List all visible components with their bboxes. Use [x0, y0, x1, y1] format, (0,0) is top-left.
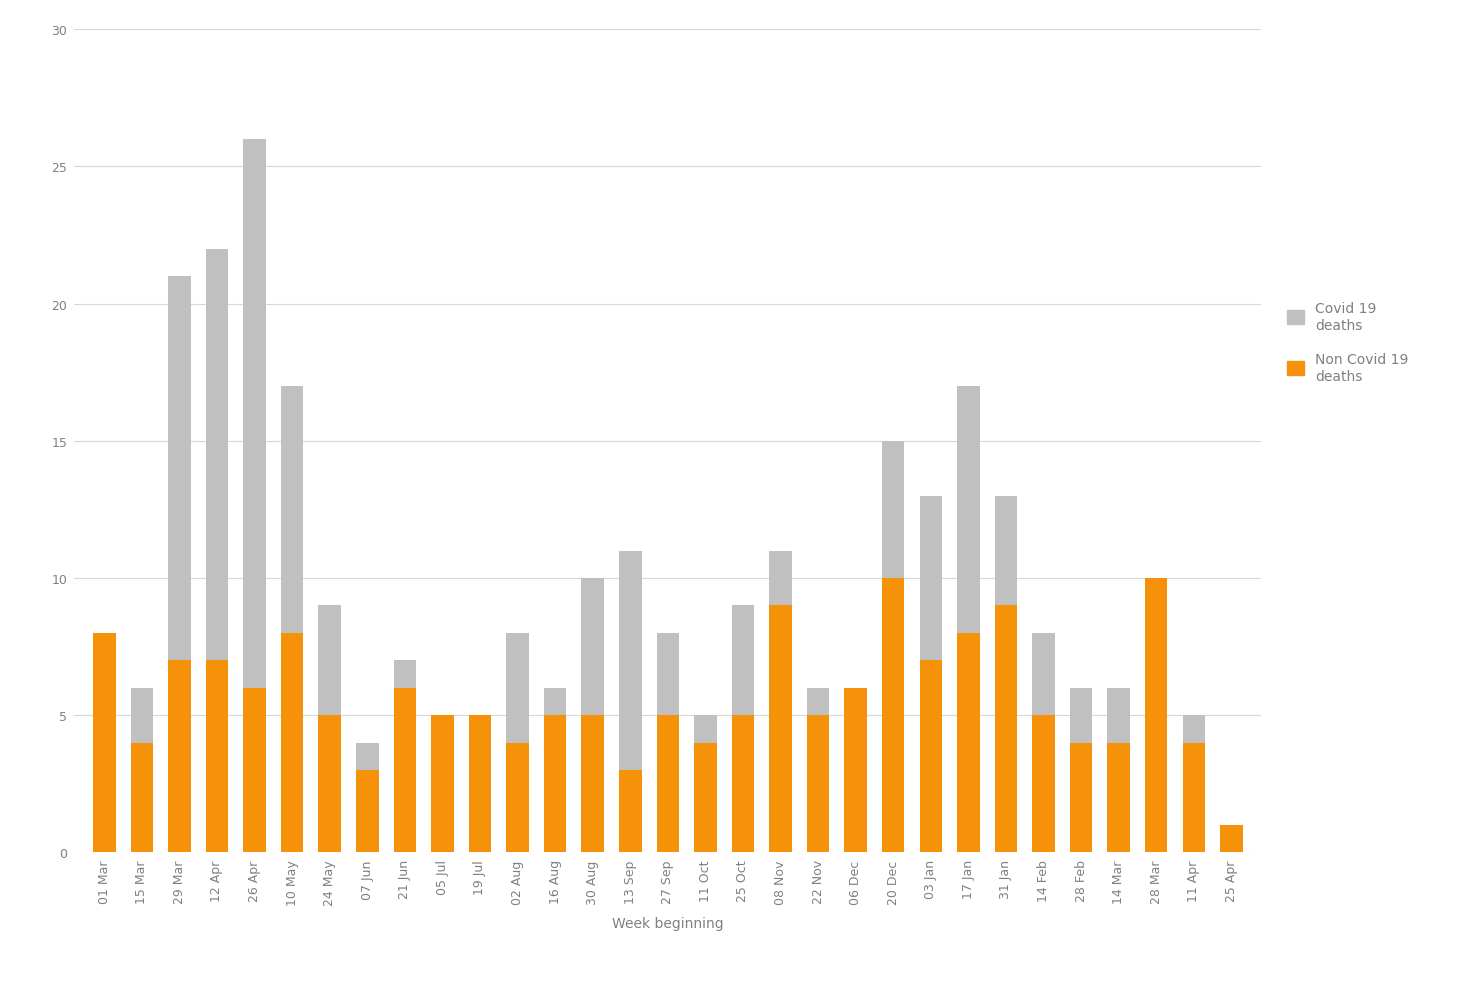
Bar: [1033, 715, 1055, 853]
Bar: [881, 579, 904, 853]
Bar: [543, 715, 567, 853]
Bar: [656, 715, 680, 853]
Bar: [1146, 579, 1168, 853]
X-axis label: Week beginning: Week beginning: [611, 917, 724, 930]
Bar: [695, 743, 717, 853]
Bar: [582, 579, 604, 715]
Bar: [543, 688, 567, 715]
Bar: [881, 441, 904, 579]
Bar: [131, 743, 153, 853]
Bar: [994, 496, 1017, 606]
Bar: [280, 386, 303, 633]
Bar: [807, 715, 830, 853]
Bar: [432, 715, 454, 853]
Bar: [732, 715, 754, 853]
Bar: [619, 551, 641, 770]
Bar: [168, 661, 190, 853]
Legend: Covid 19
deaths, Non Covid 19
deaths: Covid 19 deaths, Non Covid 19 deaths: [1281, 295, 1416, 390]
Bar: [582, 715, 604, 853]
Bar: [1107, 688, 1129, 743]
Bar: [319, 606, 341, 715]
Bar: [920, 496, 942, 661]
Bar: [356, 770, 378, 853]
Bar: [807, 688, 830, 715]
Bar: [1070, 688, 1092, 743]
Bar: [732, 606, 754, 715]
Bar: [393, 661, 416, 688]
Bar: [619, 770, 641, 853]
Bar: [1070, 743, 1092, 853]
Bar: [168, 277, 190, 661]
Bar: [920, 661, 942, 853]
Bar: [469, 715, 491, 853]
Bar: [957, 633, 979, 853]
Bar: [93, 633, 116, 853]
Bar: [1183, 743, 1205, 853]
Bar: [695, 715, 717, 743]
Bar: [1033, 633, 1055, 715]
Bar: [393, 688, 416, 853]
Bar: [243, 139, 266, 688]
Bar: [769, 551, 792, 606]
Bar: [131, 688, 153, 743]
Bar: [656, 633, 680, 715]
Bar: [994, 606, 1017, 853]
Bar: [957, 386, 979, 633]
Bar: [243, 688, 266, 853]
Bar: [1107, 743, 1129, 853]
Bar: [1220, 825, 1242, 853]
Bar: [769, 606, 792, 853]
Bar: [206, 661, 229, 853]
Bar: [280, 633, 303, 853]
Bar: [844, 688, 867, 853]
Bar: [319, 715, 341, 853]
Bar: [206, 250, 229, 661]
Bar: [506, 743, 528, 853]
Bar: [356, 743, 378, 770]
Bar: [1183, 715, 1205, 743]
Bar: [506, 633, 528, 743]
